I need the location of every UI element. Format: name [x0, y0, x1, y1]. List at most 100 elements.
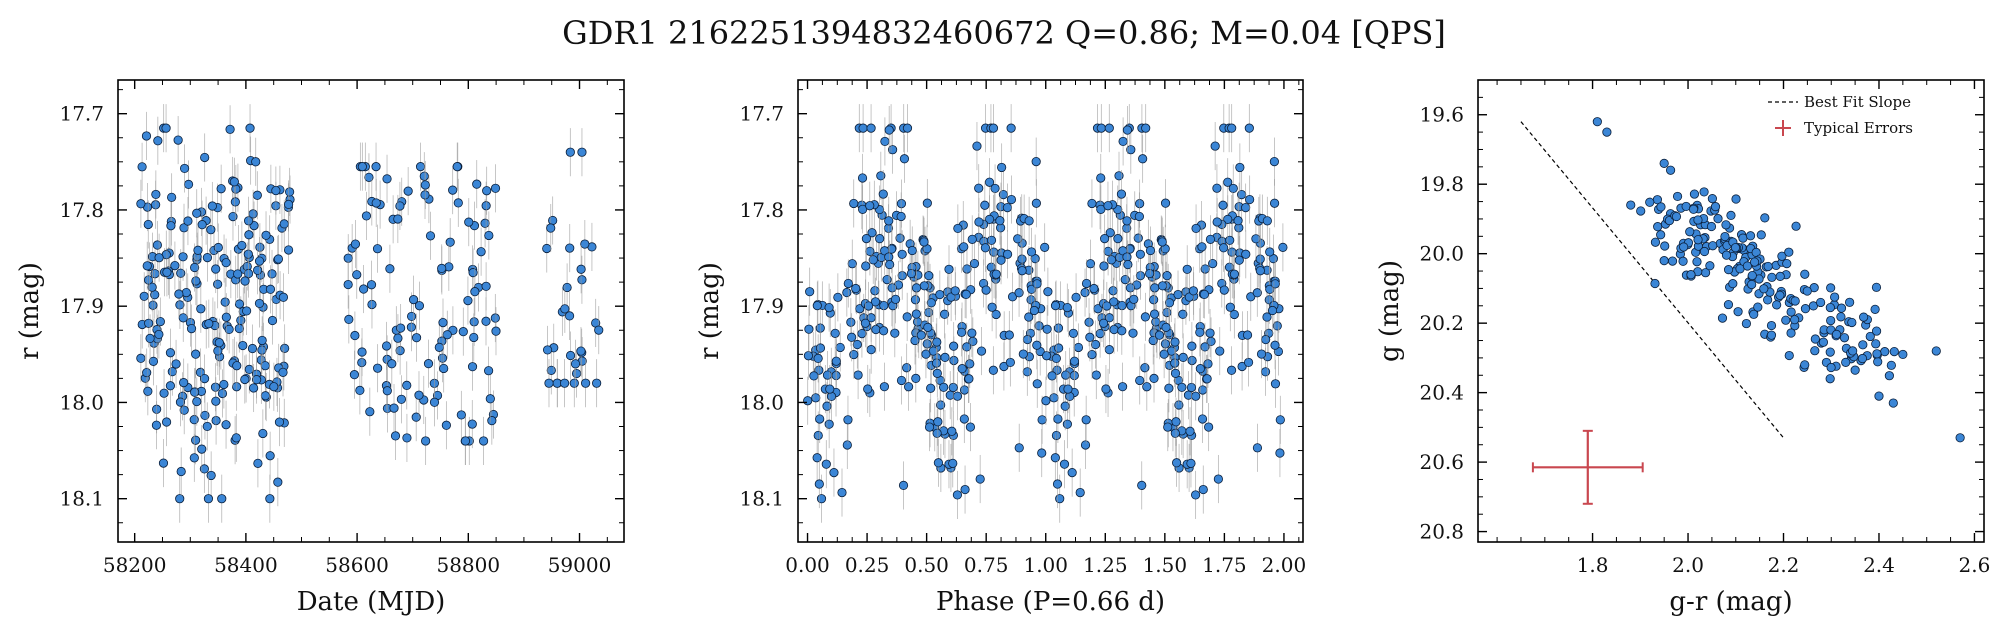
data-point [926, 383, 936, 393]
y-tick-label: 18.0 [739, 390, 784, 414]
data-point [1061, 370, 1071, 380]
data-point [922, 198, 932, 208]
data-point [460, 436, 471, 446]
data-point [1241, 249, 1251, 259]
data-point [1679, 242, 1689, 252]
data-point [1059, 459, 1070, 469]
data-point [217, 388, 228, 399]
data-point [1160, 198, 1171, 208]
data-point [837, 487, 847, 498]
data-point [960, 484, 970, 495]
data-point [136, 199, 146, 209]
data-point [1195, 364, 1205, 374]
data-point [1745, 231, 1756, 241]
data-point [1219, 243, 1229, 253]
data-point [952, 391, 963, 401]
data-point [230, 197, 240, 207]
data-point [896, 375, 907, 386]
data-point [381, 341, 392, 351]
data-point [1085, 259, 1096, 269]
data-point [1026, 247, 1037, 257]
data-point [974, 183, 984, 193]
data-point [372, 244, 383, 254]
data-point [980, 243, 991, 253]
x-tick-label: 1.00 [1023, 553, 1068, 577]
data-point [1721, 220, 1731, 230]
data-point [1873, 357, 1883, 367]
data-point [904, 382, 914, 392]
data-point [278, 292, 289, 302]
data-point [233, 269, 243, 279]
data-point [1830, 292, 1840, 302]
data-point [237, 240, 247, 251]
data-point [271, 185, 281, 196]
data-point [490, 313, 500, 323]
data-point [1772, 300, 1782, 310]
data-point [142, 367, 152, 378]
data-point [1062, 302, 1072, 313]
data-point [1678, 256, 1688, 266]
data-point [1839, 333, 1850, 343]
data-point [1749, 309, 1759, 319]
data-point [953, 223, 963, 234]
data-point [1014, 443, 1024, 453]
data-point [1790, 315, 1800, 325]
data-point [1109, 297, 1119, 307]
data-point [576, 346, 586, 356]
data-point [1667, 256, 1678, 266]
data-point [1699, 246, 1710, 257]
data-point [357, 347, 367, 357]
data-point [1810, 334, 1820, 344]
data-point [878, 189, 888, 199]
data-point [1252, 288, 1262, 298]
data-point [1022, 367, 1032, 377]
data-point [1786, 328, 1796, 338]
data-point [1886, 360, 1896, 370]
data-point [1262, 216, 1272, 226]
plot-frame [117, 79, 625, 543]
data-point [1002, 249, 1013, 259]
data-point [957, 327, 967, 337]
plot-frame [1477, 79, 1985, 543]
data-point [283, 245, 294, 255]
data-point [880, 136, 890, 147]
data-point [1215, 346, 1225, 356]
data-point [1845, 297, 1855, 307]
data-point [1733, 307, 1743, 317]
data-point [1186, 382, 1197, 393]
data-point [1825, 374, 1835, 384]
data-point [1017, 266, 1027, 276]
data-point [225, 124, 235, 134]
data-point [560, 304, 570, 314]
data-point [861, 261, 871, 271]
data-point [1029, 305, 1039, 316]
data-point [851, 283, 861, 294]
data-point [1710, 202, 1721, 212]
data-point [1261, 334, 1271, 345]
data-point [1186, 458, 1196, 468]
data-point [1237, 361, 1247, 372]
data-point [980, 200, 990, 210]
data-point [1157, 281, 1168, 291]
data-point [267, 269, 277, 279]
data-point [274, 417, 285, 427]
data-point [911, 309, 921, 319]
data-point [1223, 214, 1233, 224]
data-point [232, 361, 242, 371]
data-point [236, 315, 246, 325]
data-point [1225, 235, 1235, 245]
data-point [244, 230, 254, 240]
data-point [1707, 194, 1717, 204]
data-point [842, 287, 852, 298]
data-point [206, 225, 216, 235]
data-point [183, 216, 193, 226]
data-point [1116, 189, 1127, 199]
data-point [1188, 286, 1199, 296]
data-point [1242, 330, 1253, 340]
data-point [1178, 352, 1188, 362]
y-tick-label: 20.8 [1419, 520, 1464, 544]
y-tick-label: 20.2 [1419, 311, 1464, 335]
data-point [1178, 309, 1188, 319]
data-point [1826, 315, 1836, 326]
